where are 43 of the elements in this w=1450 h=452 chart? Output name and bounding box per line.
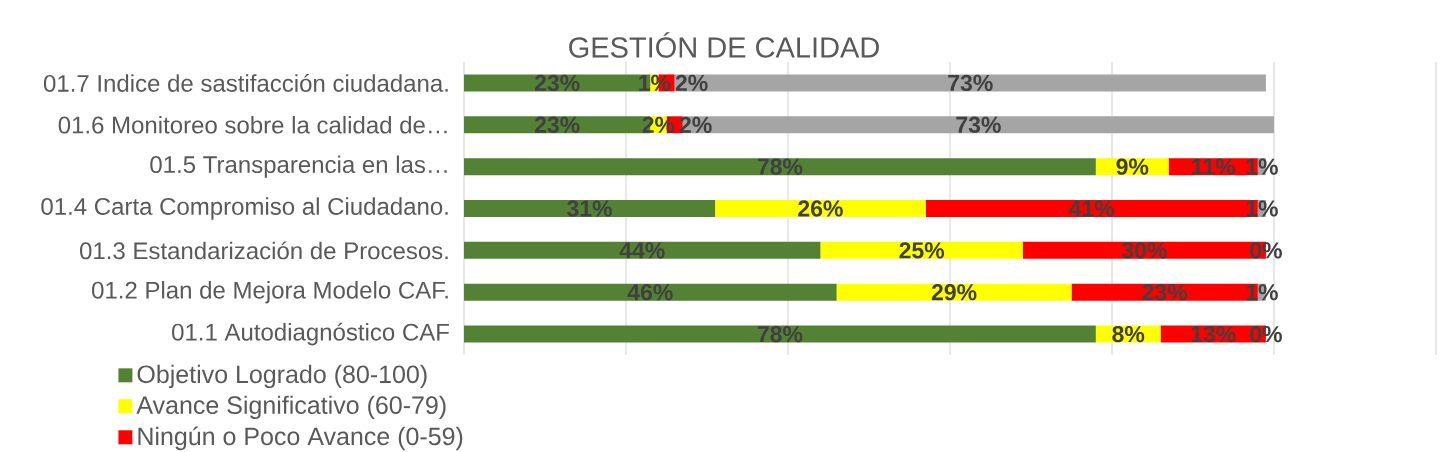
legend-label: Ningún o Poco Avance (0-59)	[138, 426, 463, 451]
data-label: 0%	[1250, 242, 1282, 259]
data-label: 44%	[619, 242, 665, 259]
data-label: 11%	[1192, 158, 1236, 175]
data-label: 78%	[757, 325, 803, 343]
chart-title: GESTIÓN DE CALIDAD	[569, 32, 879, 58]
data-label: 9%	[1116, 158, 1149, 175]
legend-label: Objetivo Logrado (80-100)	[137, 364, 427, 389]
data-label: 46%	[627, 284, 673, 301]
bar	[715, 200, 926, 218]
data-label: 78%	[757, 158, 803, 175]
data-label: 30%	[1121, 242, 1167, 259]
bar	[464, 200, 716, 218]
bar	[820, 241, 1023, 259]
data-label: 0%	[1250, 325, 1282, 343]
y-tick-label: 01.7 Indice de sastifacción ciudadana.	[43, 73, 448, 92]
data-label: 73%	[956, 116, 1001, 133]
y-tick-label: 01.6 Monitoreo sobre la calidad de…	[58, 115, 447, 134]
bar	[836, 283, 1072, 301]
data-label: 23%	[534, 116, 580, 133]
data-label: 2%	[675, 74, 708, 92]
data-label: 31%	[567, 200, 612, 217]
bar	[464, 325, 1096, 343]
data-label: 23%	[534, 74, 580, 92]
y-tick-label: 01.3 Estandarización de Procesos.	[80, 241, 448, 260]
bar	[464, 241, 821, 259]
data-label: 25%	[899, 242, 945, 259]
y-tick-label: 01.2 Plan de Mejora Modelo CAF.	[92, 281, 448, 304]
data-label: 73%	[948, 74, 993, 92]
bar	[674, 74, 1266, 92]
y-tick-label: 01.5 Transparencia en las…	[150, 155, 447, 178]
data-label: 13%	[1191, 325, 1236, 343]
bar	[464, 158, 1096, 176]
y-tick-label: 01.1 Autodiagnóstico CAF	[172, 322, 449, 346]
data-label: 29%	[931, 284, 977, 301]
data-label: 23%	[1142, 284, 1188, 301]
legend-label: Avance Significativo (60-79)	[136, 395, 446, 419]
y-tick-label: 01.4 Carta Compromiso al Ciudadano.	[41, 197, 448, 220]
data-label: 8%	[1112, 325, 1145, 343]
data-label: 41%	[1069, 200, 1115, 217]
data-label: 1%	[639, 74, 671, 92]
data-label: 26%	[798, 200, 843, 217]
bar	[464, 283, 837, 301]
